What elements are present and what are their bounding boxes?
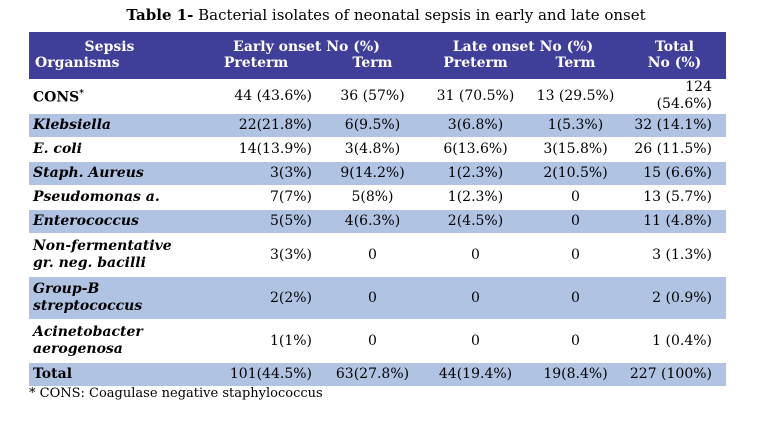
late-term-cell: 19(8.4%) [528, 362, 623, 387]
early-preterm-cell: 3(3%) [190, 161, 322, 186]
late-preterm-cell: 3(6.8%) [423, 113, 528, 138]
early-term-cell: 6(9.5%) [322, 113, 423, 138]
late-term-cell: 0 [528, 319, 623, 363]
total-cell: 13 (5.7%) [623, 185, 726, 210]
total-cell: 1 (0.4%) [623, 319, 726, 363]
early-preterm-cell: 44 (43.6%) [190, 77, 322, 114]
header-early-preterm: Preterm [190, 55, 322, 78]
header-organisms-line1: Sepsis [29, 32, 190, 55]
table-row: E. coli 14(13.9%) 3(4.8%) 6(13.6%) 3(15.… [29, 137, 726, 162]
table-caption: Table 1- Bacterial isolates of neonatal … [0, 6, 772, 24]
early-term-cell: 36 (57%) [322, 77, 423, 114]
late-term-cell: 0 [528, 276, 623, 320]
late-preterm-cell: 31 (70.5%) [423, 77, 528, 114]
early-term-cell: 63(27.8%) [322, 362, 423, 387]
table-row: Group-B streptococcus 2(2%) 0 0 0 2 (0.9%… [29, 276, 726, 320]
total-row: Total 101(44.5%) 63(27.8%) 44(19.4%) 19(… [29, 362, 726, 387]
organism-name: Pseudomonas a. [29, 185, 190, 210]
table-row: Staph. Aureus 3(3%) 9(14.2%) 1(2.3%) 2(1… [29, 161, 726, 186]
organism-name: Staph. Aureus [29, 161, 190, 186]
late-term-cell: 0 [528, 233, 623, 277]
early-term-cell: 4(6.3%) [322, 209, 423, 234]
table-row: Acinetobacter aerogenosa 1(1%) 0 0 0 1 (0… [29, 319, 726, 363]
late-preterm-cell: 0 [423, 276, 528, 320]
header-total-line1: Total [623, 32, 726, 55]
total-cell: 2 (0.9%) [623, 276, 726, 320]
table-row: Non-fermentative gr. neg. bacilli 3(3%) 0… [29, 233, 726, 277]
organism-name-line2: gr. neg. bacilli [33, 255, 146, 271]
total-cell: 11 (4.8%) [623, 209, 726, 234]
early-preterm-cell: 7(7%) [190, 185, 322, 210]
organism-name-line2: aerogenosa [33, 341, 123, 357]
early-term-cell: 0 [322, 233, 423, 277]
late-preterm-cell: 0 [423, 319, 528, 363]
early-term-cell: 5(8%) [322, 185, 423, 210]
late-preterm-cell: 0 [423, 233, 528, 277]
header-early-term: Term [322, 55, 423, 78]
header-early-onset: Early onset No (%) [190, 32, 423, 55]
isolates-table: Sepsis Early onset No (%) Late onset No … [29, 32, 726, 387]
table-footnote: * CONS: Coagulase negative staphylococcu… [29, 386, 323, 401]
total-cell: 32 (14.1%) [623, 113, 726, 138]
early-preterm-cell: 3(3%) [190, 233, 322, 277]
early-preterm-cell: 5(5%) [190, 209, 322, 234]
late-term-cell: 13 (29.5%) [528, 77, 623, 114]
organism-name-line1: Non-fermentative [33, 238, 172, 254]
early-term-cell: 0 [322, 276, 423, 320]
late-preterm-cell: 6(13.6%) [423, 137, 528, 162]
late-term-cell: 3(15.8%) [528, 137, 623, 162]
header-total-line2: No (%) [623, 55, 726, 78]
late-preterm-cell: 2(4.5%) [423, 209, 528, 234]
early-preterm-cell: 2(2%) [190, 276, 322, 320]
organism-name-line1: Group-B [33, 281, 100, 297]
table-caption-text: Bacterial isolates of neonatal sepsis in… [193, 6, 646, 24]
table-row: Klebsiella 22(21.8%) 6(9.5%) 3(6.8%) 1(5… [29, 113, 726, 138]
table-row: CONS* 44 (43.6%) 36 (57%) 31 (70.5%) 13 … [29, 77, 726, 114]
organism-cell: Acinetobacter aerogenosa [29, 319, 190, 363]
organism-name-line2: streptococcus [33, 298, 143, 314]
total-cell: 15 (6.6%) [623, 161, 726, 186]
table-caption-label: Table 1- [126, 6, 194, 24]
late-preterm-cell: 44(19.4%) [423, 362, 528, 387]
total-label: Total [29, 362, 190, 387]
early-term-cell: 0 [322, 319, 423, 363]
organism-cell: Non-fermentative gr. neg. bacilli [29, 233, 190, 277]
header-late-preterm: Preterm [423, 55, 528, 78]
table-row: Enterococcus 5(5%) 4(6.3%) 2(4.5%) 0 11 … [29, 209, 726, 234]
early-preterm-cell: 101(44.5%) [190, 362, 322, 387]
total-cell: 26 (11.5%) [623, 137, 726, 162]
late-term-cell: 0 [528, 209, 623, 234]
total-cell: 227 (100%) [623, 362, 726, 387]
header-row-2: Organisms Preterm Term Preterm Term No (… [29, 55, 726, 78]
header-row-1: Sepsis Early onset No (%) Late onset No … [29, 32, 726, 55]
organism-name: E. coli [29, 137, 190, 162]
organism-name: Enterococcus [29, 209, 190, 234]
early-preterm-cell: 22(21.8%) [190, 113, 322, 138]
header-organisms-line2: Organisms [29, 55, 190, 78]
total-cell: 124 (54.6%) [623, 77, 726, 114]
total-cell: 3 (1.3%) [623, 233, 726, 277]
early-preterm-cell: 1(1%) [190, 319, 322, 363]
table-row: Pseudomonas a. 7(7%) 5(8%) 1(2.3%) 0 13 … [29, 185, 726, 210]
header-late-onset: Late onset No (%) [423, 32, 623, 55]
late-preterm-cell: 1(2.3%) [423, 185, 528, 210]
footnote-marker: * [79, 88, 84, 99]
organism-name: Klebsiella [29, 113, 190, 138]
late-preterm-cell: 1(2.3%) [423, 161, 528, 186]
early-preterm-cell: 14(13.9%) [190, 137, 322, 162]
organism-cell: Group-B streptococcus [29, 276, 190, 320]
early-term-cell: 3(4.8%) [322, 137, 423, 162]
early-term-cell: 9(14.2%) [322, 161, 423, 186]
organism-name: CONS [33, 89, 80, 106]
late-term-cell: 1(5.3%) [528, 113, 623, 138]
header-late-term: Term [528, 55, 623, 78]
late-term-cell: 2(10.5%) [528, 161, 623, 186]
organism-cell: CONS* [29, 77, 190, 114]
organism-name-line1: Acinetobacter [33, 324, 143, 340]
late-term-cell: 0 [528, 185, 623, 210]
